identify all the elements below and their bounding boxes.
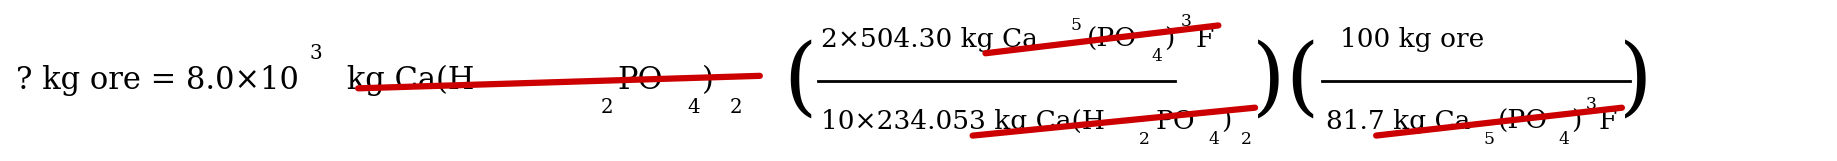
Text: 2: 2 bbox=[601, 98, 614, 117]
Text: 3: 3 bbox=[1181, 14, 1192, 30]
Text: 2: 2 bbox=[729, 98, 742, 117]
Text: (: ( bbox=[783, 39, 816, 122]
Text: PO: PO bbox=[617, 65, 663, 96]
Text: 4: 4 bbox=[1152, 48, 1163, 65]
Text: kg Ca(H: kg Ca(H bbox=[336, 65, 474, 96]
Text: ): ) bbox=[702, 65, 715, 96]
Text: 5: 5 bbox=[1071, 17, 1082, 34]
Text: ): ) bbox=[1571, 109, 1582, 134]
Text: 5: 5 bbox=[1484, 131, 1495, 147]
Text: ): ) bbox=[1165, 27, 1174, 52]
Text: (: ( bbox=[1286, 39, 1319, 122]
Text: ? kg ore = 8.0×10: ? kg ore = 8.0×10 bbox=[17, 65, 299, 96]
Text: 10×234.053 kg Ca(H: 10×234.053 kg Ca(H bbox=[821, 109, 1106, 134]
Text: 3: 3 bbox=[310, 44, 321, 63]
Text: ): ) bbox=[1253, 39, 1286, 122]
Text: 2×504.30 kg Ca: 2×504.30 kg Ca bbox=[821, 27, 1038, 52]
Text: ): ) bbox=[1618, 39, 1653, 122]
Text: F: F bbox=[1598, 109, 1617, 134]
Text: 2: 2 bbox=[1139, 131, 1150, 147]
Text: 3: 3 bbox=[1585, 96, 1596, 113]
Text: PO: PO bbox=[1155, 109, 1194, 134]
Text: 2: 2 bbox=[1242, 131, 1253, 147]
Text: (PO: (PO bbox=[1088, 27, 1137, 52]
Text: 81.7 kg Ca: 81.7 kg Ca bbox=[1326, 109, 1470, 134]
Text: 100 kg ore: 100 kg ore bbox=[1341, 27, 1484, 52]
Text: 4: 4 bbox=[687, 98, 700, 117]
Text: ): ) bbox=[1222, 109, 1231, 134]
Text: F: F bbox=[1196, 27, 1214, 52]
Text: 4: 4 bbox=[1209, 131, 1220, 147]
Text: 4: 4 bbox=[1558, 131, 1569, 147]
Text: (PO: (PO bbox=[1499, 109, 1549, 134]
